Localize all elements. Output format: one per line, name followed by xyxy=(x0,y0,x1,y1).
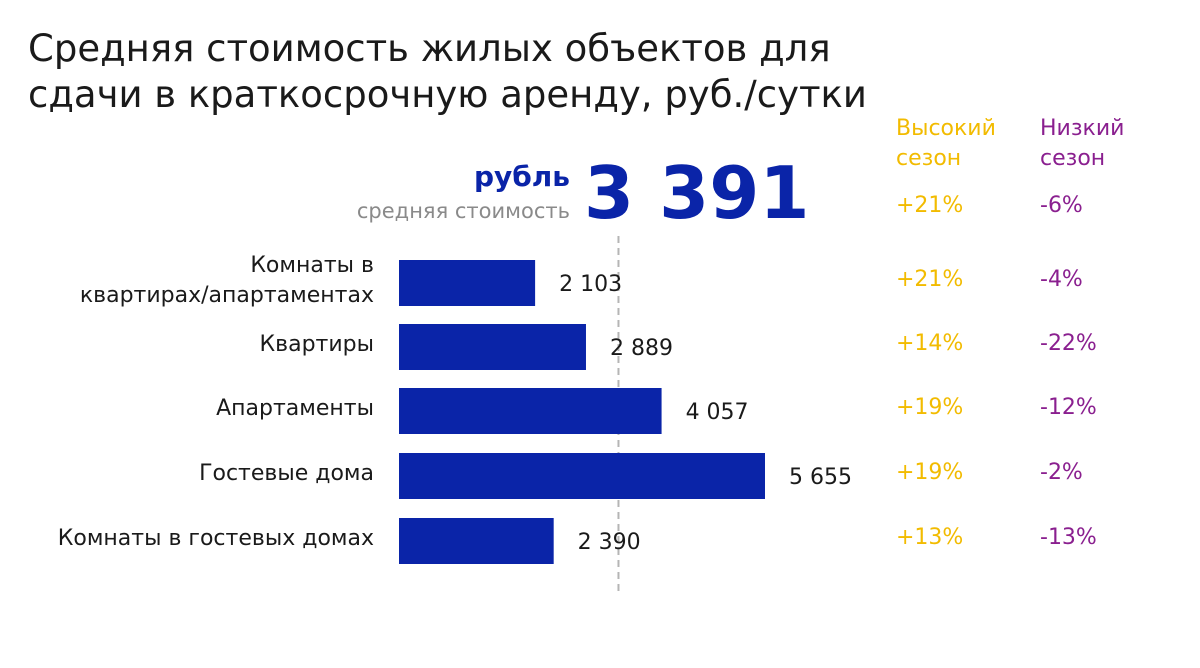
chart-title-line-1: Средняя стоимость жилых объектов для xyxy=(28,27,831,70)
chart-title-line-2: сдачи в краткосрочную аренду, руб./сутки xyxy=(28,73,867,116)
low-season-change: -12% xyxy=(1040,395,1097,420)
low-season-change: -4% xyxy=(1040,267,1083,292)
category-label-line: квартирах/апартаментах xyxy=(79,283,374,308)
low-season-change: -22% xyxy=(1040,331,1097,356)
high-season-change: +14% xyxy=(896,331,964,356)
bar-value-label: 2 103 xyxy=(559,272,622,297)
category-label-line: Гостевые дома xyxy=(199,461,374,486)
high-season-change: +13% xyxy=(896,525,964,550)
bar-value-label: 2 390 xyxy=(578,530,641,555)
bar xyxy=(399,453,765,499)
bar xyxy=(399,388,662,434)
category-label-line: Комнаты в гостевых домах xyxy=(57,526,374,551)
bar xyxy=(399,260,536,306)
average-caption: средняя стоимость xyxy=(356,199,570,223)
category-label-line: Апартаменты xyxy=(216,396,374,421)
bar-value-label: 2 889 xyxy=(610,336,673,361)
bar-value-label: 5 655 xyxy=(789,465,852,490)
average-low-season-change: -6% xyxy=(1040,193,1083,218)
category-label-line: Квартиры xyxy=(259,332,374,357)
average-high-season-change: +21% xyxy=(896,193,964,218)
high-season-change: +21% xyxy=(896,267,964,292)
category-label: Квартиры xyxy=(260,330,374,360)
high-season-header-line-1: Высокий xyxy=(896,116,996,141)
category-label-line: Комнаты в xyxy=(250,253,374,278)
average-value: 3 391 xyxy=(584,151,810,235)
category-label: Комнаты в квартирах/апартаментах xyxy=(80,251,374,311)
bar xyxy=(399,324,586,370)
high-season-header-line-2: сезон xyxy=(896,146,962,171)
category-label: Апартаменты xyxy=(216,394,374,424)
low-season-change: -13% xyxy=(1040,525,1097,550)
high-season-header: Высокий сезон xyxy=(896,114,996,174)
bar-value-label: 4 057 xyxy=(686,400,749,425)
category-label: Комнаты в гостевых домах xyxy=(58,524,374,554)
low-season-header: Низкий сезон xyxy=(1040,114,1124,174)
bar xyxy=(399,518,554,564)
high-season-change: +19% xyxy=(896,395,964,420)
category-label: Гостевые дома xyxy=(199,459,374,489)
high-season-change: +19% xyxy=(896,460,964,485)
low-season-header-line-2: сезон xyxy=(1040,146,1106,171)
low-season-header-line-1: Низкий xyxy=(1040,116,1125,141)
chart-title: Средняя стоимость жилых объектов для сда… xyxy=(28,26,867,118)
average-unit-label: рубль xyxy=(473,160,570,193)
low-season-change: -2% xyxy=(1040,460,1083,485)
